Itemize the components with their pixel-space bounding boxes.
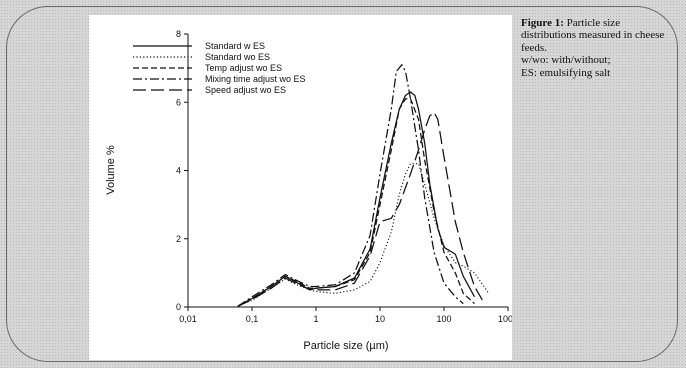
y-tick-label: 6	[176, 97, 181, 107]
figure-caption: Figure 1: Particle size distributions me…	[521, 17, 671, 79]
caption-note-abbreviations: w/wo: with/without;	[521, 54, 611, 67]
x-axis-title: Particle size (µm)	[303, 340, 388, 352]
x-tick-label: 0,1	[246, 314, 259, 324]
figure-frame	[6, 6, 678, 362]
legend-label: Speed adjust wo ES	[205, 85, 286, 95]
y-tick-label: 8	[176, 29, 181, 39]
series-line-3	[237, 98, 475, 307]
series-line-4	[237, 64, 464, 307]
x-tick-label: 0,01	[179, 314, 197, 324]
caption-title-text: Particle size distributions measured in …	[521, 17, 665, 54]
series-lines	[237, 64, 490, 307]
legend-label: Mixing time adjust wo ES	[205, 74, 306, 84]
x-tick-label: 10	[375, 314, 385, 324]
caption-note-es: ES: emulsifying salt	[521, 66, 611, 79]
caption-heading: Figure 1: Particle size distributions me…	[521, 17, 671, 54]
legend-label: Temp adjust wo ES	[205, 63, 282, 73]
legend-label: Standard wo ES	[205, 52, 270, 62]
y-axis-title: Volume %	[105, 145, 117, 195]
caption-figure-label: Figure 1:	[521, 17, 564, 29]
x-tick-label: 1	[313, 314, 318, 324]
x-tick-label: 100	[436, 314, 451, 324]
y-tick-label: 0	[176, 302, 181, 312]
y-tick-label: 2	[176, 234, 181, 244]
y-tick-label: 4	[176, 166, 181, 176]
legend-label: Standard w ES	[205, 41, 265, 51]
series-line-5	[237, 111, 484, 307]
